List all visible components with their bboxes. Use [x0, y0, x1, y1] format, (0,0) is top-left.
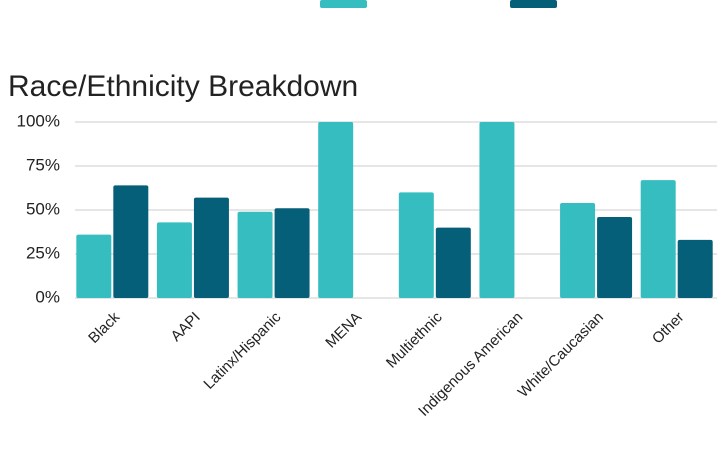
bar — [274, 208, 310, 298]
x-tick-label: MENA — [322, 309, 365, 352]
bar — [156, 222, 192, 298]
bar — [677, 239, 713, 298]
bar — [479, 122, 515, 298]
bar — [398, 192, 434, 298]
bar — [76, 234, 112, 298]
x-tick-label: Multiethnic — [383, 308, 446, 371]
bar — [318, 122, 354, 298]
y-tick-label: 25% — [26, 243, 60, 262]
x-tick-label: Latinx/Hispanic — [200, 308, 284, 392]
bar — [560, 202, 596, 298]
bar — [193, 197, 229, 298]
y-tick-label: 75% — [26, 155, 60, 174]
x-tick-label: AAPI — [168, 309, 204, 345]
y-tick-label: 0% — [35, 287, 60, 306]
x-tick-label: Other — [649, 309, 688, 348]
chart-title: Race/Ethnicity Breakdown — [8, 70, 358, 103]
bar — [237, 211, 273, 298]
y-tick-label: 50% — [26, 199, 60, 218]
bar — [597, 217, 633, 298]
legend-swatch — [510, 0, 557, 8]
bar — [640, 180, 676, 298]
x-tick-label: Black — [85, 308, 123, 346]
legend-swatch — [320, 0, 367, 8]
bar — [435, 227, 471, 298]
x-tick-label: White/Caucasian — [515, 309, 607, 401]
bar — [113, 185, 149, 298]
y-tick-label: 100% — [17, 111, 60, 130]
